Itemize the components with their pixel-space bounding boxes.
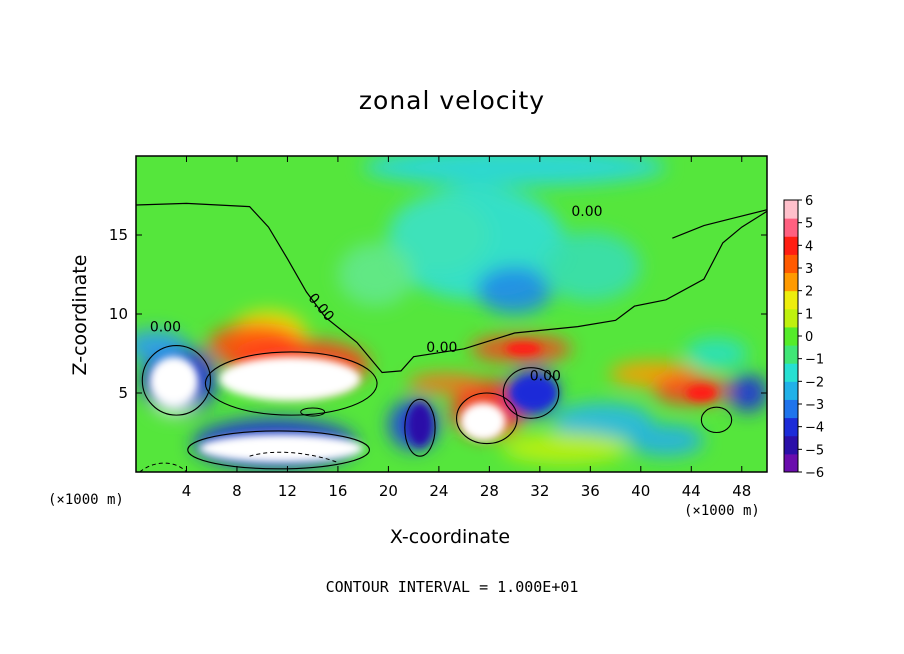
x-axis: 4 8 12 16 20 24 28 32 36 40 44 48: [182, 156, 751, 500]
chart-title: zonal velocity: [358, 86, 546, 115]
x-tick-label: 16: [328, 482, 347, 500]
colorbar-tick-label: 1: [805, 307, 813, 322]
contour-label: 0.00: [150, 319, 181, 335]
colorbar-swatch: [784, 363, 798, 382]
field-patch: [628, 424, 704, 457]
colorbar-tick-label: 3: [805, 262, 813, 277]
colorbar-tick-label: −6: [805, 466, 824, 481]
colorbar-tick-label: 2: [805, 285, 813, 300]
field-patch: [407, 374, 484, 393]
colorbar-swatch: [784, 345, 798, 364]
colorbar-swatch: [784, 218, 798, 237]
field-core: [510, 377, 557, 409]
x-tick-label: 32: [530, 482, 549, 500]
field-core: [199, 434, 364, 463]
colorbar-swatch: [784, 326, 798, 346]
field-patch: [539, 231, 641, 302]
x-unit-right: (×1000 m): [684, 503, 760, 519]
field-core: [686, 385, 717, 401]
x-tick-label: 36: [581, 482, 600, 500]
colorbar-tick-label: 0: [805, 330, 813, 345]
contour-loop: [700, 406, 733, 434]
field-patch: [552, 402, 654, 441]
field-core: [407, 402, 433, 447]
velocity-field: [136, 156, 767, 472]
field-core: [149, 356, 198, 405]
colorbar-swatch: [784, 290, 798, 310]
colorbar: 6 5 4 3 2 1 0 −1 −2 −3 −4 −5 −6: [783, 194, 824, 481]
colorbar-swatch: [784, 435, 798, 455]
field-core: [219, 356, 361, 401]
x-tick-label: 48: [732, 482, 751, 500]
contour-loop: [141, 345, 212, 416]
contour-zero-top-right: [672, 209, 767, 239]
x-tick-label: 40: [631, 482, 650, 500]
contour-negative-dashed: [249, 451, 339, 463]
colorbar-swatch: [784, 254, 798, 274]
field-patch: [337, 242, 414, 307]
colorbar-swatch: [784, 272, 798, 292]
colorbar-tick-label: 4: [805, 239, 813, 254]
contour-interval-note: CONTOUR INTERVAL = 1.000E+01: [325, 578, 579, 596]
x-unit-left: (×1000 m): [48, 492, 124, 508]
field-core: [505, 342, 542, 356]
x-tick-label: 20: [379, 482, 398, 500]
colorbar-tick-label: −4: [805, 421, 824, 436]
contour-label: 0.00: [426, 340, 457, 356]
colorbar-swatch: [784, 381, 798, 400]
contour-lines: [136, 202, 767, 472]
contour-loop: [502, 367, 560, 419]
x-axis-label: X-coordinate: [389, 526, 511, 548]
contour-small-loop: [300, 407, 326, 417]
y-axis: 5 10 15: [109, 226, 767, 402]
field-patch: [136, 329, 187, 362]
colorbar-swatch: [784, 308, 798, 328]
field-patch: [501, 432, 629, 465]
x-tick-label: 8: [232, 482, 242, 500]
x-tick-label: 44: [682, 482, 701, 500]
field-core: [460, 402, 506, 441]
field-patch: [476, 266, 553, 314]
contour-labels: 0.000.000.000.000.00: [150, 204, 603, 384]
x-tick-label: 12: [278, 482, 297, 500]
contour-zero-upper: [136, 202, 767, 374]
y-tick-label: 10: [109, 305, 128, 323]
colorbar-swatch: [784, 417, 798, 437]
colorbar-swatch: [784, 399, 798, 419]
colorbar-tick-label: −3: [805, 398, 824, 413]
field-cores: [149, 342, 717, 463]
contour-label: 0.00: [530, 368, 561, 384]
x-tick-label: 28: [480, 482, 499, 500]
contour-loop: [455, 392, 518, 445]
field-patch: [684, 337, 749, 370]
colorbar-swatch: [784, 236, 798, 255]
colorbar-tick-label: −1: [805, 353, 824, 368]
colorbar-swatch: [784, 453, 798, 473]
contour-loop: [204, 351, 378, 416]
colorbar-tick-label: −5: [805, 443, 824, 458]
field-patch: [388, 195, 490, 275]
colorbar-tick-label: −2: [805, 375, 824, 390]
colorbar-tick-label: 5: [805, 217, 813, 232]
contour-loop: [404, 398, 436, 457]
colorbar-tick-label: 6: [805, 194, 813, 209]
x-tick-label: 24: [429, 482, 448, 500]
y-tick-label: 5: [118, 384, 128, 402]
y-tick-label: 15: [109, 226, 128, 244]
field-patch: [727, 374, 767, 412]
colorbar-swatch: [784, 200, 798, 219]
contour-label: 0.00: [571, 204, 602, 220]
contour-loop: [187, 430, 371, 470]
field-patch: [363, 156, 666, 187]
y-axis-label: Z-coordinate: [69, 254, 91, 376]
x-tick-label: 4: [182, 482, 192, 500]
